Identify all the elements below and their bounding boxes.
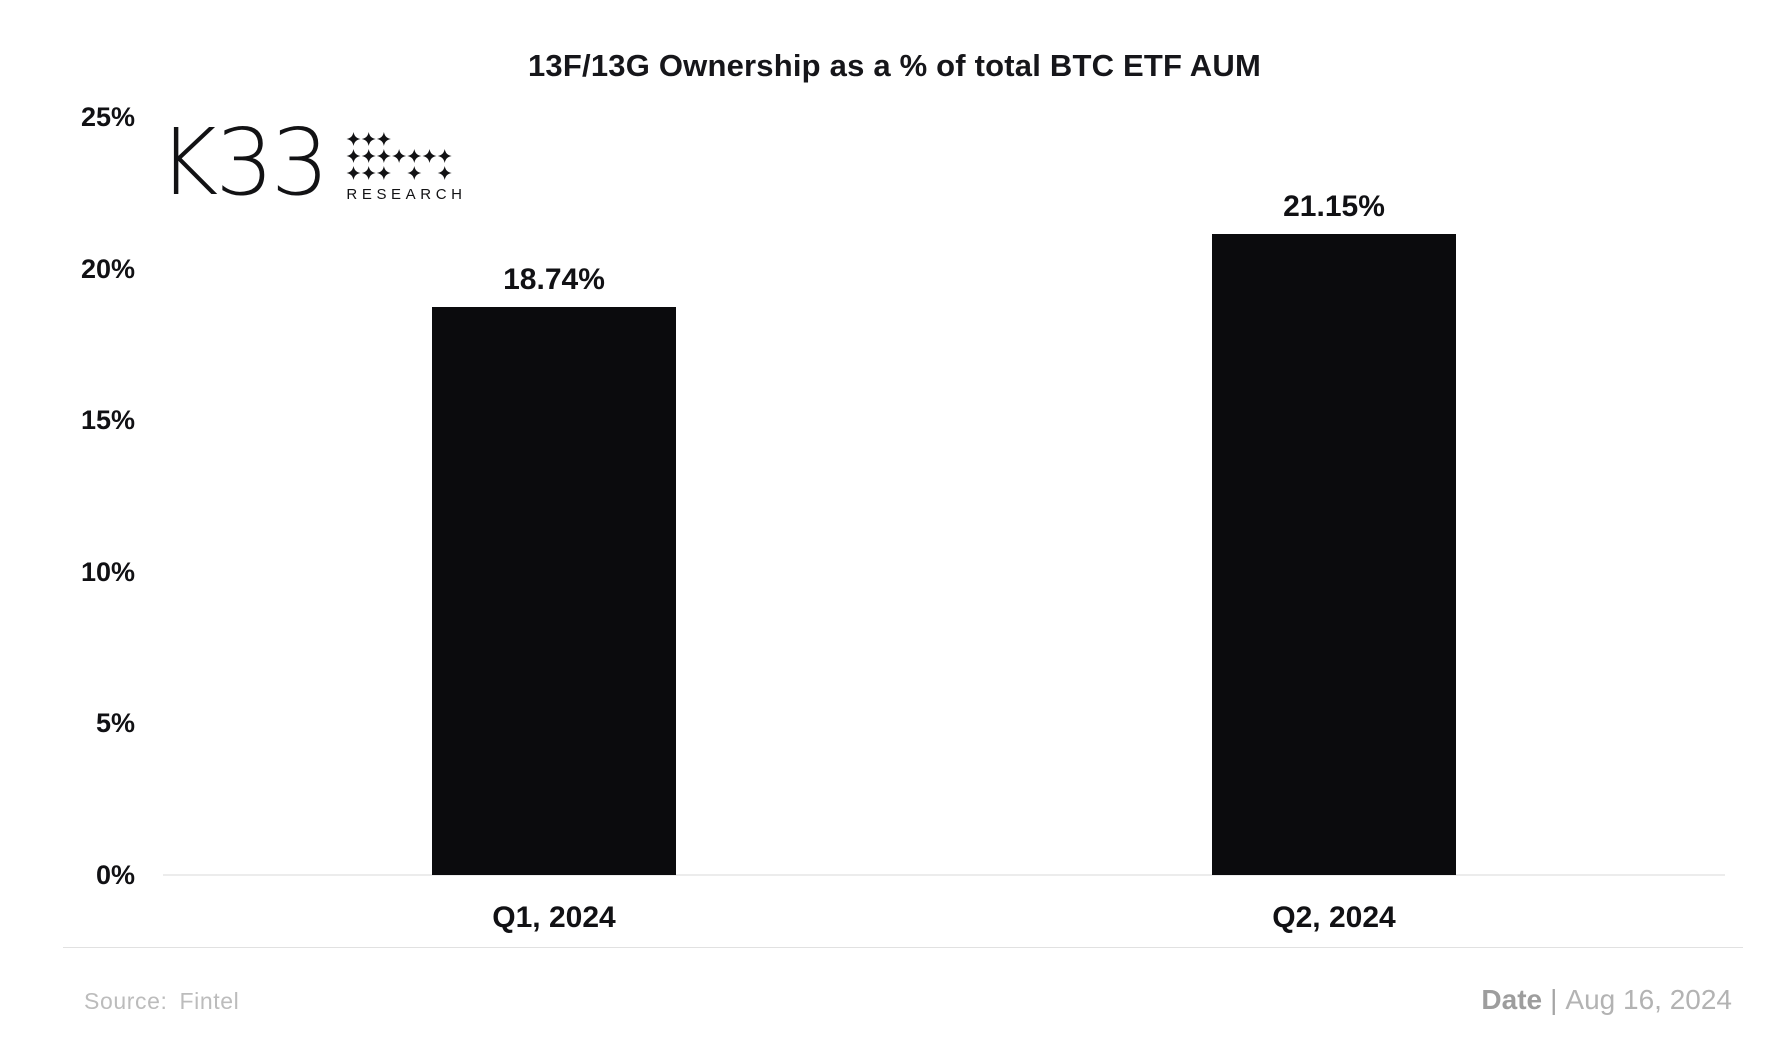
date-label: Date bbox=[1481, 984, 1543, 1015]
y-axis-tick-label: 25% bbox=[80, 102, 135, 132]
bar-q2-2024 bbox=[1212, 233, 1456, 875]
x-axis-label-q1-2024: Q1, 2024 bbox=[492, 901, 616, 934]
y-axis-tick-label: 15% bbox=[80, 405, 135, 436]
bar-value-label-q1-2024: 18.74% bbox=[503, 262, 605, 296]
y-axis-tick-label: 10% bbox=[80, 556, 135, 587]
y-axis-tick-label: 5% bbox=[95, 708, 135, 739]
x-axis-label-q2-2024: Q2, 2024 bbox=[1272, 901, 1396, 934]
k33-stars-icon bbox=[346, 132, 453, 180]
k33-logo-text: K33 bbox=[158, 109, 329, 216]
date-attribution: Date | Aug 16, 2024 bbox=[1481, 984, 1732, 1016]
chart-title: 13F/13G Ownership as a % of total BTC ET… bbox=[527, 48, 1262, 83]
y-axis-tick-label: 20% bbox=[80, 253, 135, 284]
date-separator: | bbox=[1550, 984, 1558, 1015]
bar-q1-2024 bbox=[432, 306, 676, 875]
date-value: Aug 16, 2024 bbox=[1565, 984, 1732, 1015]
footer-divider bbox=[63, 947, 1743, 948]
source-label: Source: bbox=[84, 988, 168, 1014]
k33-research-label: RESEARCH bbox=[346, 186, 467, 203]
y-axis-tick-label: 0% bbox=[95, 860, 135, 890]
k33-logo-mark: RESEARCH bbox=[346, 131, 466, 203]
source-value: Fintel bbox=[179, 988, 240, 1014]
k33-research-logo: K33 RESEARCH bbox=[158, 109, 467, 216]
x-axis-line bbox=[163, 874, 1725, 876]
source-attribution: Source: Fintel bbox=[84, 988, 239, 1015]
bar-value-label-q2-2024: 21.15% bbox=[1283, 189, 1385, 223]
